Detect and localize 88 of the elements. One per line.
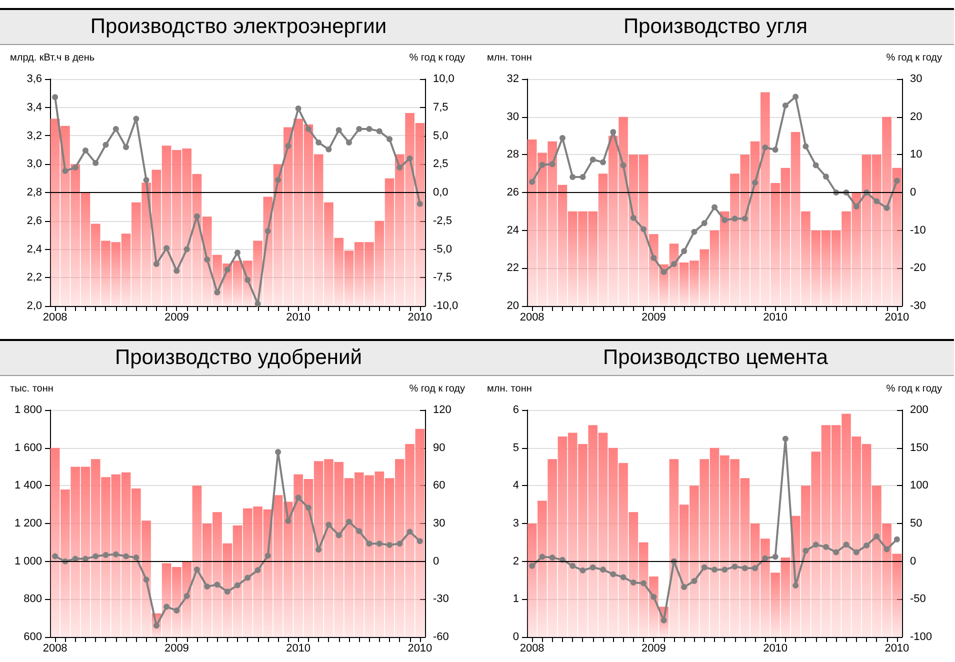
y-axis-title: млрд. кВт.ч в день xyxy=(10,52,95,64)
chart-title: Производство удобрений xyxy=(0,339,477,376)
y2-tick-label: 120 xyxy=(433,404,452,416)
y2-tick-label: 100 xyxy=(910,480,928,492)
y-tick-label: 0 xyxy=(512,631,519,643)
y2-tick-label: -100 xyxy=(910,631,932,643)
y2-tick-label: 7,5 xyxy=(433,101,448,114)
y2-tick-label: -30 xyxy=(910,300,926,312)
y2-tick-label: 20 xyxy=(910,110,922,123)
y2-tick-label: -30 xyxy=(433,593,449,606)
y-tick-label: 3,6 xyxy=(26,73,42,85)
y2-tick-label: 30 xyxy=(910,73,922,85)
y-tick-label: 28 xyxy=(506,148,519,161)
x-tick-label: 2010 xyxy=(763,312,788,324)
y2-tick-label: -10 xyxy=(910,224,926,236)
y-tick-label: 2,8 xyxy=(26,186,42,198)
chart-title: Производство цемента xyxy=(477,339,954,376)
y2-axis-title: % год к году xyxy=(886,384,942,394)
y-tick-label: 1 200 xyxy=(14,518,42,530)
y-tick-label: 2 xyxy=(512,555,519,568)
y-tick-label: 4 xyxy=(512,480,519,492)
y-tick-label: 1 600 xyxy=(14,442,42,454)
y2-tick-label: -10,0 xyxy=(433,300,458,312)
y2-tick-label: 30 xyxy=(433,518,446,530)
y2-tick-label: 90 xyxy=(433,442,446,454)
y-tick-label: 800 xyxy=(24,593,42,606)
y2-tick-label: -20 xyxy=(910,262,926,274)
x-tick-label: 2010 xyxy=(763,642,788,654)
y2-tick-label: 0 xyxy=(910,186,916,198)
x-tick-label: 2010 xyxy=(286,312,311,324)
x-tick-label: 2009 xyxy=(164,312,189,324)
y-tick-label: 3,2 xyxy=(26,130,42,142)
y2-tick-label: -50 xyxy=(910,593,926,606)
y2-tick-label: -7,5 xyxy=(433,272,452,284)
y2-axis-title: % год к году xyxy=(409,384,465,394)
y2-tick-label: 60 xyxy=(433,480,446,492)
y-tick-label: 26 xyxy=(506,186,519,198)
y2-tick-label: 150 xyxy=(910,442,928,454)
y2-tick-label: 10 xyxy=(910,148,922,161)
chart-title: Производство электроэнергии xyxy=(0,8,477,45)
y-tick-label: 1 xyxy=(512,593,519,606)
y-tick-label: 600 xyxy=(24,631,42,643)
x-tick-label: 2010 xyxy=(286,642,311,654)
y-tick-label: 5 xyxy=(512,442,519,454)
y-tick-label: 2,6 xyxy=(26,214,42,227)
y2-tick-label: 0 xyxy=(433,555,440,568)
y-tick-label: 2,4 xyxy=(26,243,42,256)
x-tick-label: 2010 xyxy=(408,642,432,654)
x-tick-label: 2010 xyxy=(884,312,910,324)
y-axis-title: млн. тонн xyxy=(487,384,532,394)
x-tick-label: 2010 xyxy=(408,312,432,324)
x-tick-label: 2009 xyxy=(641,642,666,654)
x-tick-label: 2009 xyxy=(641,312,666,324)
y2-axis-title: % год к году xyxy=(409,52,465,64)
y2-tick-label: 50 xyxy=(910,518,922,530)
y2-tick-label: -5,0 xyxy=(433,243,452,256)
y-tick-label: 1 000 xyxy=(14,555,42,568)
y-tick-label: 3,4 xyxy=(26,101,42,114)
y-tick-label: 3,0 xyxy=(26,158,42,170)
y-tick-label: 20 xyxy=(506,300,519,312)
y2-tick-label: 10,0 xyxy=(433,73,454,85)
y-tick-label: 32 xyxy=(506,73,519,85)
y2-tick-label: 0 xyxy=(910,555,916,568)
x-tick-label: 2010 xyxy=(884,642,910,654)
y2-tick-label: 0,0 xyxy=(433,186,448,198)
y2-tick-label: 5,0 xyxy=(433,130,448,142)
y-tick-label: 1 400 xyxy=(14,480,42,492)
y-tick-label: 2,2 xyxy=(26,272,42,284)
y-tick-label: 1 800 xyxy=(14,404,42,416)
y-tick-label: 3 xyxy=(512,518,519,530)
y-axis-title: млн. тонн xyxy=(487,52,532,64)
x-tick-label: 2009 xyxy=(164,642,189,654)
y-tick-label: 24 xyxy=(506,224,519,236)
x-tick-label: 2008 xyxy=(42,312,68,324)
y-tick-label: 6 xyxy=(512,404,519,416)
y2-axis-title: % год к году xyxy=(886,52,942,64)
y-axis-title: тыс. тонн xyxy=(10,384,54,394)
y2-tick-label: -2,5 xyxy=(433,214,452,227)
x-tick-label: 2008 xyxy=(520,312,544,324)
x-tick-label: 2008 xyxy=(520,642,544,654)
y2-tick-label: -60 xyxy=(433,631,449,643)
y-tick-label: 2,0 xyxy=(26,300,42,312)
chart-title: Производство угля xyxy=(477,8,954,45)
y2-tick-label: 2,5 xyxy=(433,158,448,170)
y2-tick-label: 200 xyxy=(910,404,928,416)
x-tick-label: 2008 xyxy=(42,642,68,654)
y-tick-label: 30 xyxy=(506,110,519,123)
y-tick-label: 22 xyxy=(506,262,519,274)
